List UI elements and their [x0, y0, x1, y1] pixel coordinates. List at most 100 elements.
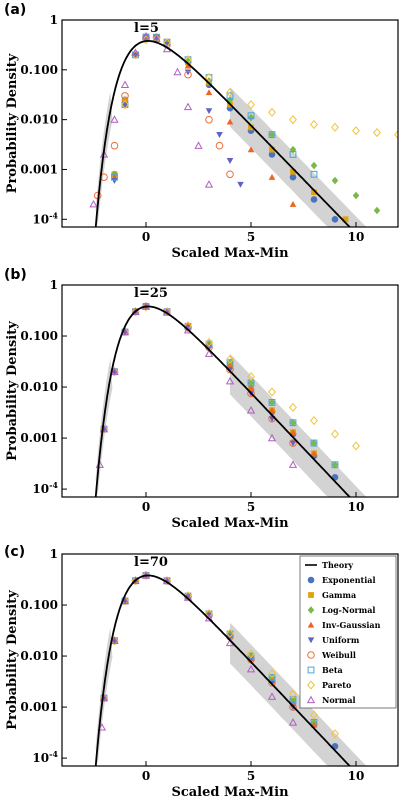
legend-label: Theory — [322, 560, 353, 570]
point-inv-gaussian — [247, 146, 255, 153]
series-normal — [89, 32, 214, 208]
point-normal — [89, 199, 98, 208]
point-normal — [110, 115, 119, 123]
legend-item-beta: Beta — [307, 665, 343, 675]
legend-label: Beta — [322, 665, 343, 675]
point-pareto — [331, 729, 339, 739]
y-tick-label: 0.100 — [20, 598, 58, 612]
point-inv-gaussian — [289, 428, 297, 435]
panel-label: (a) — [4, 2, 26, 18]
envelope-band — [230, 87, 377, 227]
point-gamma — [290, 168, 296, 175]
point-weibull — [184, 70, 192, 79]
legend-label: Pareto — [322, 680, 352, 690]
point-normal — [288, 718, 298, 726]
point-pareto — [352, 126, 360, 136]
point-normal — [110, 367, 119, 375]
point-inv-gaussian — [247, 384, 255, 391]
point-uniform — [226, 158, 234, 164]
x-tick-label: 10 — [348, 769, 365, 783]
axes-frame — [61, 553, 399, 767]
legend-label: Exponential — [322, 575, 375, 585]
x-axis-label: Scaled Max-Min — [171, 785, 289, 800]
point-beta — [268, 674, 276, 681]
panel-2: 1 0.100 0.010 0.001 10-4 0 5 10 Scaled Max-Min Pr… — [4, 267, 399, 531]
point-log-normal — [247, 379, 255, 387]
point-pareto — [289, 689, 297, 699]
point-normal — [120, 80, 130, 88]
point-weibull — [268, 678, 276, 687]
y-tick-label: 0.100 — [20, 63, 58, 77]
point-normal — [141, 32, 151, 40]
point-pareto — [268, 387, 276, 397]
point-normal — [225, 376, 235, 385]
point-pareto — [205, 72, 213, 83]
y-tick-label: 0.010 — [20, 649, 58, 663]
point-beta — [310, 170, 318, 178]
point-log-normal — [310, 439, 318, 447]
series-uniform — [111, 33, 244, 188]
point-pareto — [100, 424, 108, 434]
point-inv-gaussian — [205, 89, 213, 96]
point-gamma — [248, 124, 254, 131]
point-pareto — [331, 429, 339, 439]
point-beta — [310, 439, 318, 447]
point-pareto — [331, 122, 339, 132]
point-inv-gaussian — [310, 450, 318, 457]
legend-item-inv-gaussian: Inv-Gaussian — [307, 620, 381, 630]
point-pareto — [142, 570, 150, 581]
legend-marker — [307, 666, 315, 674]
point-beta — [247, 652, 255, 660]
point-uniform — [216, 131, 223, 138]
point-normal — [131, 576, 140, 584]
y-tick-label: 1 — [50, 547, 58, 561]
point-pareto — [289, 402, 297, 412]
point-uniform — [205, 108, 213, 115]
x-axis-label: Scaled Max-Min — [171, 246, 289, 261]
series-normal — [97, 571, 298, 731]
panel-label: (b) — [4, 267, 27, 283]
point-beta — [111, 173, 118, 181]
point-log-normal — [247, 113, 255, 122]
point-pareto — [268, 107, 276, 117]
point-pareto — [268, 669, 276, 679]
point-uniform — [289, 440, 297, 447]
point-log-normal — [373, 206, 381, 215]
point-weibull — [121, 92, 129, 100]
point-pareto — [289, 115, 297, 125]
y-axis-label: Probability Density — [5, 321, 20, 461]
legend-label: Log-Normal — [322, 605, 375, 615]
legend-marker — [307, 621, 315, 628]
legend-label: Uniform — [322, 635, 360, 645]
point-normal — [267, 433, 277, 442]
y-tick-label: 1 — [50, 13, 58, 27]
point-pareto — [226, 354, 234, 364]
y-tick-label: 0.001 — [20, 431, 58, 445]
point-inv-gaussian — [268, 173, 276, 180]
legend-marker — [307, 606, 315, 614]
legend-label: Gamma — [322, 590, 356, 600]
point-beta — [226, 359, 234, 367]
legend-label: Inv-Gaussian — [322, 620, 381, 630]
point-normal — [131, 307, 140, 315]
x-tick-label: 10 — [348, 230, 365, 244]
legend-item-log-normal: Log-Normal — [307, 605, 375, 615]
point-normal — [173, 67, 182, 76]
series-pareto — [100, 302, 360, 451]
panel-annotation: l=70 — [134, 555, 168, 570]
y-tick-label: 0.100 — [20, 329, 58, 343]
x-tick-label: 5 — [247, 230, 255, 244]
point-weibull — [289, 439, 297, 447]
legend-marker — [308, 592, 314, 598]
point-exponential — [310, 196, 318, 203]
theory-line — [94, 39, 351, 227]
point-uniform — [111, 177, 118, 184]
point-pareto — [352, 441, 360, 451]
panel-annotation: l=5 — [134, 21, 159, 36]
point-normal — [204, 180, 214, 188]
x-tick-label: 0 — [142, 769, 150, 783]
legend-item-uniform: Uniform — [307, 635, 360, 645]
point-weibull — [215, 141, 224, 150]
point-beta — [331, 461, 339, 469]
x-tick-label: 0 — [142, 500, 150, 514]
